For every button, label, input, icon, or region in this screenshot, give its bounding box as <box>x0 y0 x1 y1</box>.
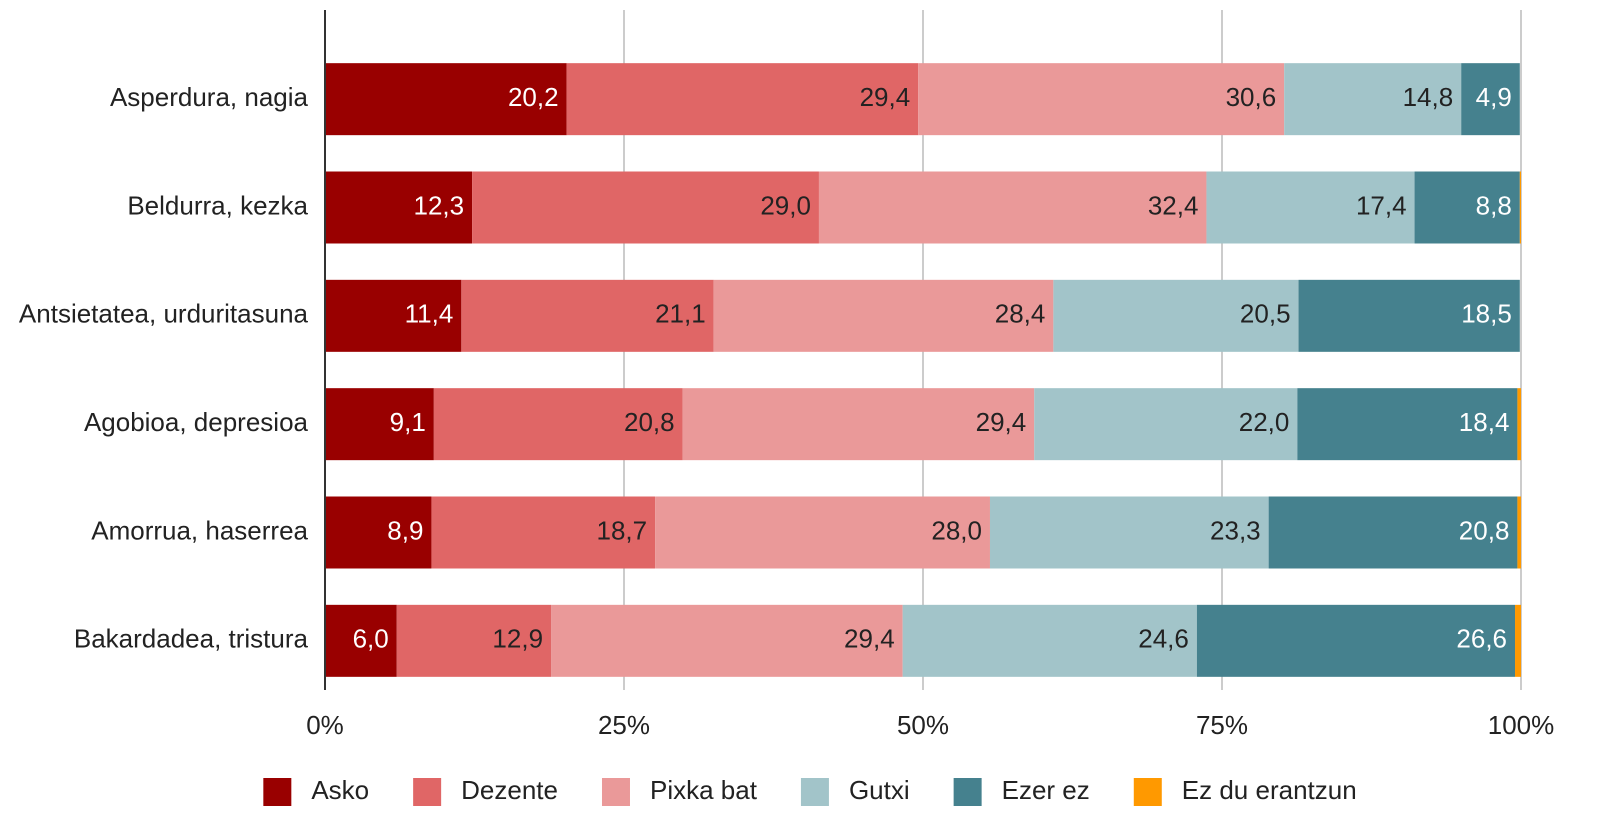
y-tick-label: Beldurra, kezka <box>127 190 308 220</box>
data-label: 12,9 <box>492 624 543 654</box>
legend-swatch <box>263 778 292 806</box>
bar-segment <box>1268 496 1518 569</box>
data-label: 8,8 <box>1476 190 1512 220</box>
data-label: 20,8 <box>624 407 675 437</box>
bar-segment <box>325 604 397 677</box>
data-label: 21,1 <box>655 299 706 329</box>
legend-swatch <box>601 778 630 806</box>
data-label: 18,4 <box>1459 407 1510 437</box>
data-label: 14,8 <box>1403 82 1454 112</box>
data-label: 12,3 <box>413 190 464 220</box>
data-label: 4,9 <box>1476 82 1512 112</box>
bar-segment <box>325 171 473 244</box>
bar-segment <box>1414 171 1520 244</box>
bar-segment <box>566 63 919 136</box>
data-label: 17,4 <box>1356 190 1407 220</box>
bar-segment <box>818 171 1207 244</box>
bar-segment <box>325 63 567 136</box>
bar-segment <box>1206 171 1415 244</box>
legend-label: Asko <box>311 775 369 805</box>
data-label: 20,5 <box>1240 299 1291 329</box>
bar-segment <box>918 63 1285 136</box>
legend-swatch <box>413 778 442 806</box>
bar-segment <box>902 604 1197 677</box>
bar-segment <box>1284 63 1462 136</box>
x-tick-label: 50% <box>897 710 949 740</box>
legend-label: Dezente <box>461 775 558 805</box>
data-label: 18,5 <box>1461 299 1512 329</box>
bar-segment <box>1515 604 1521 677</box>
legend-swatch <box>953 778 982 806</box>
data-label: 23,3 <box>1210 515 1261 545</box>
legend-label: Pixka bat <box>650 775 758 805</box>
y-tick-label: Antsietatea, urduritasuna <box>19 299 309 329</box>
bar-segment <box>1298 279 1520 352</box>
bar-segment <box>325 388 434 461</box>
data-label: 26,6 <box>1456 624 1507 654</box>
data-label: 28,4 <box>995 299 1046 329</box>
bar-segment <box>433 388 683 461</box>
bar-segment <box>1196 604 1516 677</box>
data-label: 28,0 <box>931 515 982 545</box>
bar-segment <box>461 279 714 352</box>
data-label: 8,9 <box>387 515 423 545</box>
data-label: 24,6 <box>1138 624 1189 654</box>
y-tick-label: Agobioa, depresioa <box>84 407 309 437</box>
x-tick-label: 100% <box>1488 710 1555 740</box>
data-label: 32,4 <box>1148 190 1199 220</box>
legend-label: Ez du erantzun <box>1182 775 1357 805</box>
bar-segment <box>1461 63 1520 136</box>
bar-segment <box>325 496 432 569</box>
x-tick-label: 25% <box>598 710 650 740</box>
bar-segment <box>1517 496 1521 569</box>
bar-segment <box>713 279 1054 352</box>
bar-segment <box>682 388 1035 461</box>
legend-swatch <box>1133 778 1162 806</box>
y-tick-label: Asperdura, nagia <box>110 82 309 112</box>
bar-segment <box>1297 388 1518 461</box>
legend-swatch <box>800 778 829 806</box>
bar-segment <box>989 496 1269 569</box>
bar-segment <box>431 496 656 569</box>
x-tick-label: 75% <box>1196 710 1248 740</box>
bar-segment <box>551 604 903 677</box>
bar-segment <box>1034 388 1298 461</box>
bar-segment <box>472 171 819 244</box>
bar-segment <box>655 496 990 569</box>
y-tick-label: Amorrua, haserrea <box>91 515 308 545</box>
data-label: 11,4 <box>405 299 454 329</box>
data-label: 18,7 <box>596 515 647 545</box>
data-label: 30,6 <box>1226 82 1277 112</box>
x-tick-label: 0% <box>306 710 344 740</box>
data-label: 29,4 <box>844 624 895 654</box>
bar-segment <box>1517 388 1521 461</box>
legend: Asko Dezente Pixka bat Gutxi Ezer ez Ez du er… <box>263 775 1357 806</box>
y-tick-label: Bakardadea, tristura <box>74 624 309 654</box>
data-label: 20,8 <box>1459 515 1510 545</box>
legend-label: Ezer ez <box>1002 775 1090 805</box>
bar-segment <box>325 279 462 352</box>
data-label: 22,0 <box>1239 407 1290 437</box>
bar-segment <box>1519 171 1521 244</box>
data-label: 29,4 <box>860 82 911 112</box>
data-label: 29,0 <box>760 190 811 220</box>
legend-label: Gutxi <box>849 775 910 805</box>
data-label: 9,1 <box>390 407 426 437</box>
bar-segment <box>1053 279 1299 352</box>
bar-segment <box>396 604 552 677</box>
data-label: 20,2 <box>508 82 559 112</box>
data-label: 29,4 <box>976 407 1027 437</box>
data-label: 6,0 <box>353 624 389 654</box>
